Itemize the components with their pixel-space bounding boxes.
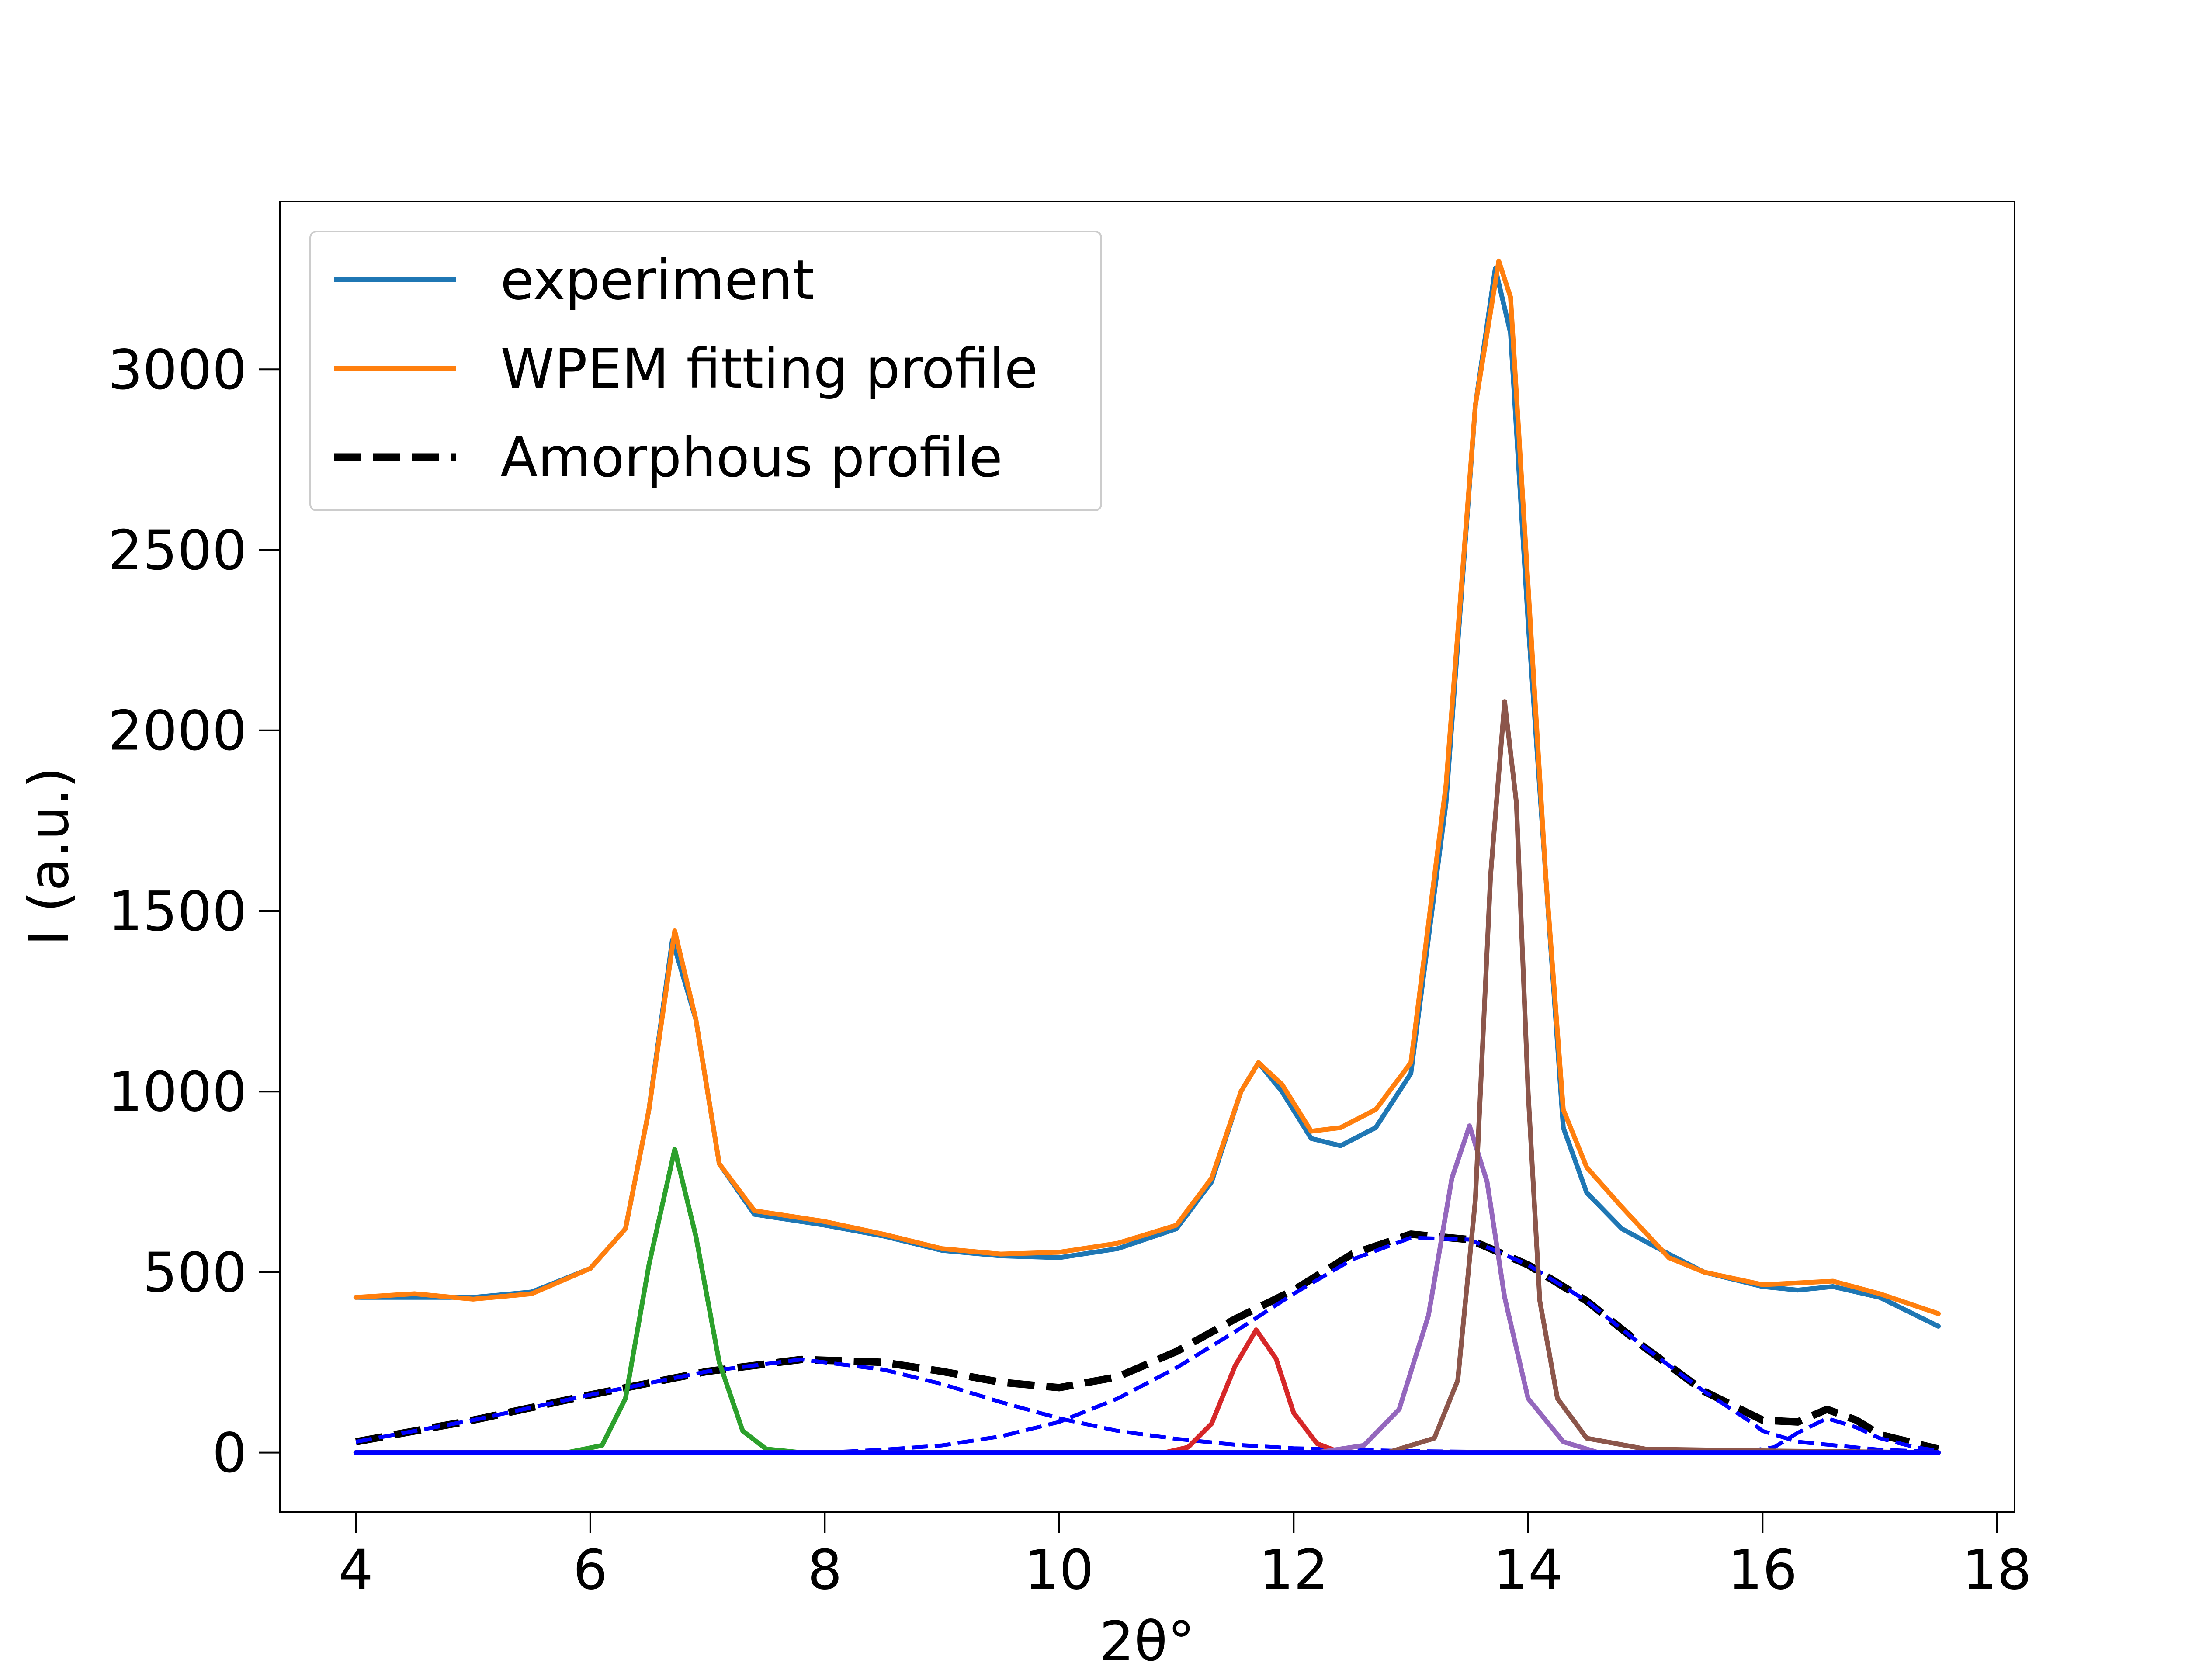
x-tick-label: 10 [1024, 1538, 1094, 1602]
tick-layer: 4 6 8 10 12 14 16 18 0 500 1000 1500 2000 2500 3000 [108, 338, 2032, 1602]
y-tick-label: 3000 [108, 338, 247, 402]
x-tick-label: 14 [1493, 1538, 1563, 1602]
y-tick-label: 2000 [108, 700, 247, 763]
x-tick-label: 18 [1962, 1538, 2032, 1602]
legend-label-1: experiment [500, 249, 814, 312]
legend: experiment WPEM fitting profile Amorphous … [309, 231, 1102, 511]
legend-box [309, 231, 1102, 511]
y-tick-label: 0 [212, 1422, 247, 1485]
x-tick-label: 8 [808, 1538, 843, 1602]
x-axis-title: 2θ° [1099, 1610, 1195, 1673]
series-line-9 [353, 1123, 1941, 1455]
x-tick-label: 4 [339, 1538, 374, 1602]
series-line-2 [353, 258, 1941, 1316]
series-layer [353, 258, 1941, 1455]
x-tick-label: 16 [1728, 1538, 1797, 1602]
y-tick-label: 1000 [108, 1060, 247, 1124]
series-line-7 [353, 1147, 1941, 1455]
y-tick-label: 2500 [108, 519, 247, 582]
y-tick-label: 1500 [108, 880, 247, 943]
series-line-10 [353, 699, 1941, 1455]
legend-label-2: WPEM fitting profile [500, 337, 1038, 401]
y-axis-title: I (a.u.) [17, 767, 81, 946]
legend-label-3: Amorphous profile [500, 426, 1002, 489]
series-line-5 [356, 1236, 1939, 1455]
x-tick-label: 12 [1259, 1538, 1328, 1602]
y-tick-label: 500 [142, 1241, 247, 1304]
series-line-8 [353, 1327, 1941, 1455]
plot-frame [279, 201, 2015, 1513]
x-tick-label: 6 [573, 1538, 608, 1602]
